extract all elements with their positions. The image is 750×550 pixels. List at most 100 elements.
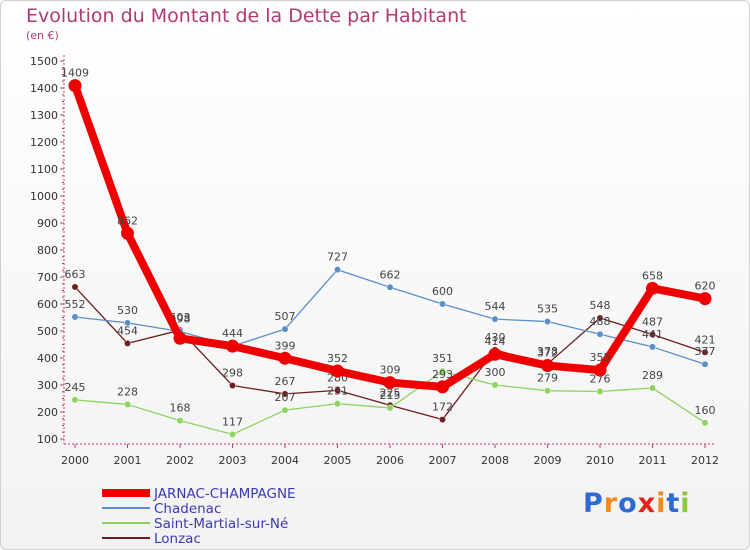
data-point-chadenac	[71, 313, 79, 321]
data-point-jarnac-champagne	[173, 331, 187, 345]
data-label-saint-martial-sur-n-: 231	[327, 385, 348, 398]
x-tick-label: 2010	[586, 454, 614, 467]
data-label-lonzac: 172	[432, 401, 453, 414]
data-label-lonzac: 421	[695, 333, 716, 346]
data-label-saint-martial-sur-n-: 351	[432, 352, 453, 365]
data-label-jarnac-champagne: 620	[695, 280, 716, 293]
data-label-saint-martial-sur-n-: 160	[695, 404, 716, 417]
x-tick-label: 2012	[691, 454, 719, 467]
data-label-lonzac: 267	[275, 375, 296, 388]
data-point-jarnac-champagne	[488, 347, 502, 361]
legend-label: JARNAC-CHAMPAGNE	[153, 486, 296, 502]
data-point-jarnac-champagne	[331, 364, 344, 378]
x-tick-label: 2005	[324, 454, 352, 467]
data-label-saint-martial-sur-n-: 245	[65, 381, 86, 394]
legend-label: Lonzac	[154, 531, 201, 547]
data-label-chadenac: 530	[117, 304, 138, 317]
data-label-chadenac: 544	[485, 300, 506, 313]
data-point-jarnac-champagne	[646, 281, 659, 295]
data-label-jarnac-champagne: 862	[117, 214, 138, 227]
data-label-saint-martial-sur-n-: 276	[590, 372, 611, 385]
data-label-jarnac-champagne: 355	[590, 351, 611, 364]
y-tick-label: 900	[37, 217, 58, 230]
data-label-saint-martial-sur-n-: 207	[275, 391, 296, 404]
data-label-jarnac-champagne: 372	[537, 347, 558, 360]
x-tick-label: 2003	[219, 454, 247, 467]
data-label-lonzac: 378	[537, 345, 558, 358]
data-point-saint-martial-sur-n-	[491, 381, 499, 389]
y-tick-label: 600	[37, 298, 58, 311]
series-line-jarnac-champagne	[71, 81, 709, 391]
data-point-saint-martial-sur-n-	[649, 384, 656, 392]
logo-letter: P	[583, 488, 604, 519]
chart-subtitle: (en €)	[26, 29, 59, 42]
data-point-jarnac-champagne	[436, 380, 449, 394]
data-label-jarnac-champagne: 399	[275, 339, 296, 352]
data-label-saint-martial-sur-n-: 215	[380, 389, 401, 402]
data-point-jarnac-champagne	[541, 359, 554, 373]
data-label-saint-martial-sur-n-: 279	[537, 372, 558, 385]
y-tick-label: 1200	[30, 136, 58, 149]
data-label-jarnac-champagne: 414	[485, 335, 506, 348]
data-point-jarnac-champagne	[121, 226, 134, 240]
data-point-saint-martial-sur-n-	[596, 388, 604, 395]
data-label-saint-martial-sur-n-: 228	[117, 385, 138, 398]
data-point-chadenac	[649, 343, 656, 351]
x-tick-label: 2006	[376, 454, 404, 467]
data-label-lonzac: 454	[117, 324, 138, 337]
data-point-lonzac	[649, 331, 656, 338]
x-tick-label: 2002	[166, 454, 194, 467]
data-point-saint-martial-sur-n-	[124, 400, 131, 408]
data-point-lonzac	[701, 348, 709, 356]
data-point-jarnac-champagne	[593, 363, 607, 377]
data-label-jarnac-champagne: 1409	[61, 67, 89, 80]
y-tick-label: 1100	[30, 163, 58, 176]
proxiti-logo: Proxiti	[583, 488, 691, 519]
data-label-saint-martial-sur-n-: 289	[642, 369, 663, 382]
y-tick-label: 700	[37, 271, 58, 284]
y-tick-label: 1400	[30, 82, 58, 95]
data-point-jarnac-champagne	[278, 351, 292, 365]
logo-letter: i	[680, 488, 691, 519]
data-point-chadenac	[596, 330, 604, 338]
data-point-chadenac	[334, 266, 341, 274]
data-label-chadenac: 507	[275, 310, 296, 323]
data-label-lonzac: 487	[642, 316, 663, 329]
data-point-jarnac-champagne	[68, 79, 82, 93]
data-point-chadenac	[386, 283, 394, 291]
x-tick-label: 2001	[114, 454, 142, 467]
y-tick-label: 1500	[30, 55, 58, 68]
data-point-chadenac	[439, 300, 446, 308]
x-tick-label: 2004	[271, 454, 299, 467]
data-label-lonzac: 663	[65, 268, 86, 281]
data-label-chadenac: 444	[222, 327, 243, 340]
data-point-saint-martial-sur-n-	[701, 419, 709, 427]
data-point-chadenac	[124, 319, 131, 327]
y-tick-label: 1000	[30, 190, 58, 203]
data-label-saint-martial-sur-n-: 300	[485, 366, 506, 379]
data-label-jarnac-champagne: 309	[380, 364, 401, 377]
data-label-saint-martial-sur-n-: 168	[170, 402, 191, 415]
data-point-saint-martial-sur-n-	[544, 387, 551, 395]
y-tick-label: 1300	[30, 109, 58, 122]
logo-letter: t	[666, 488, 681, 519]
data-label-lonzac: 430	[485, 331, 506, 344]
data-label-chadenac: 662	[380, 268, 401, 281]
x-tick-label: 2008	[481, 454, 509, 467]
x-tick-label: 2011	[639, 454, 667, 467]
data-point-jarnac-champagne	[226, 339, 239, 353]
y-tick-label: 100	[37, 433, 58, 446]
y-tick-label: 200	[37, 406, 58, 419]
y-tick-label: 400	[37, 352, 58, 365]
data-point-saint-martial-sur-n-	[439, 367, 446, 375]
logo-letter: o	[618, 488, 638, 519]
logo-letter: i	[656, 488, 667, 519]
y-tick-label: 800	[37, 244, 58, 257]
legend-label: Saint-Martial-sur-Né	[154, 516, 288, 532]
y-tick-label: 300	[37, 379, 58, 392]
y-tick-label: 500	[37, 325, 58, 338]
data-point-saint-martial-sur-n-	[386, 404, 394, 412]
data-point-lonzac	[596, 314, 604, 322]
data-label-chadenac: 441	[642, 328, 663, 341]
